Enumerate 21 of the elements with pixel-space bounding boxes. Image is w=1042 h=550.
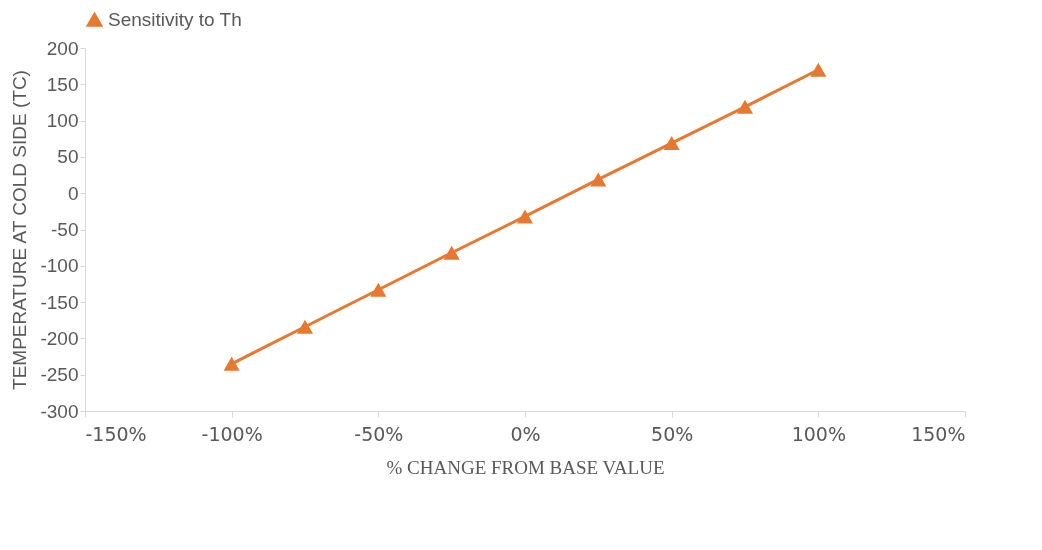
x-axis-title: % CHANGE FROM BASE VALUE [386,456,665,478]
y-tick-label: -250 [40,364,79,386]
legend-label: Sensitivity to Th [108,8,242,30]
y-tick-label: -50 [51,219,79,240]
x-tick-label: 50% [651,422,694,445]
x-tick-label: 150% [911,422,966,445]
y-tick-label: -200 [40,327,79,349]
y-tick-label: 150 [46,73,79,95]
y-tick-label: -300 [40,400,79,422]
y-tick-label: 200 [46,37,79,59]
y-tick-label: -100 [40,255,79,277]
x-tick-label: 100% [791,422,846,445]
y-tick-label: -150 [40,291,79,313]
x-tick-label: -100% [201,422,263,445]
y-tick-label: 50 [57,146,79,168]
x-tick-label: 0% [510,422,541,445]
y-tick-label: 0 [67,182,79,204]
y-axis-title: TEMPERATURE AT COLD SIDE (TC) [9,70,31,390]
x-tick-label: -50% [354,422,404,445]
y-tick-label: 100 [46,110,79,132]
x-tick-label: -150% [85,422,147,445]
